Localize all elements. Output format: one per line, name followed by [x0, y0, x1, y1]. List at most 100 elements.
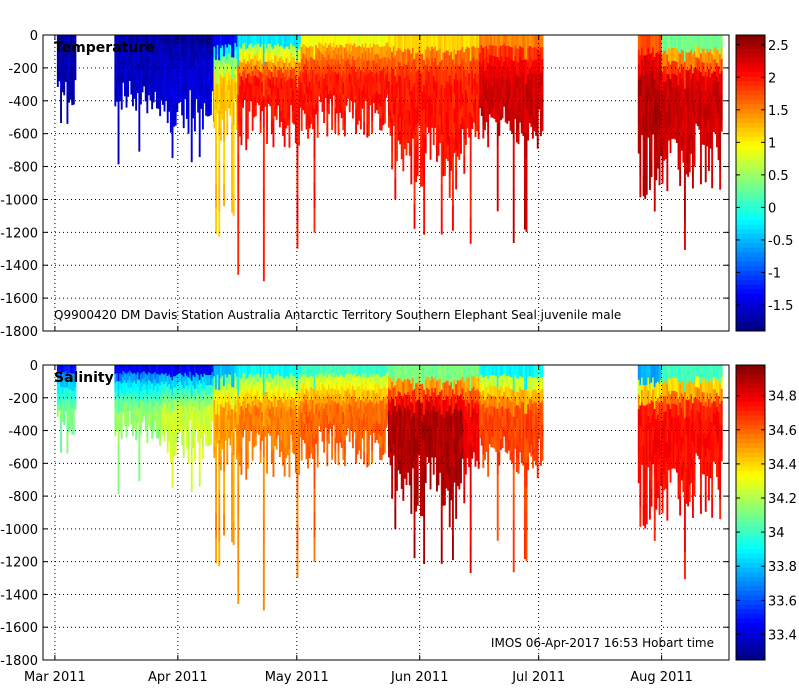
profile-cell: [509, 106, 512, 119]
profile-cell: [400, 97, 403, 113]
profile-cell: [655, 161, 658, 181]
profile-cell: [190, 98, 193, 115]
profile-cell: [130, 57, 133, 65]
profile-cell: [466, 434, 469, 447]
profile-cell: [282, 72, 284, 86]
profile-cell: [374, 103, 377, 114]
profile-cell: [394, 467, 397, 489]
profile-cell: [519, 89, 522, 101]
profile-cell: [342, 70, 345, 83]
profile-cell: [458, 380, 461, 397]
profile-cell: [177, 373, 180, 383]
profile-cell: [323, 35, 326, 47]
profile-cell: [71, 87, 74, 97]
profile-cell: [403, 464, 406, 479]
profile-cell: [190, 428, 193, 445]
profile-cell: [192, 35, 195, 46]
profile-cell: [350, 413, 353, 422]
profile-cell: [237, 365, 240, 396]
profile-cell: [258, 69, 260, 79]
profile-cell: [642, 135, 645, 157]
profile-cell: [410, 53, 413, 73]
profile-cell: [122, 370, 125, 378]
profile-cell: [706, 62, 709, 77]
profile-cell: [411, 99, 414, 113]
profile-cell: [400, 442, 403, 458]
profile-cell: [74, 57, 77, 64]
profile-cell: [294, 418, 297, 433]
profile-cell: [242, 419, 244, 429]
profile-cell: [144, 59, 147, 69]
profile-cell: [288, 434, 291, 450]
profile-cell: [155, 35, 158, 45]
profile-cell: [477, 390, 480, 405]
profile-cell: [440, 59, 443, 86]
profile-cell: [687, 70, 690, 89]
profile-cell: [213, 376, 216, 389]
profile-cell: [277, 426, 280, 436]
profile-cell: [68, 390, 70, 399]
profile-cell: [350, 381, 353, 390]
profile-cell: [445, 411, 448, 427]
profile-cell: [74, 392, 77, 399]
profile-cell: [251, 94, 254, 107]
profile-cell: [514, 365, 517, 376]
profile-cell: [405, 409, 408, 426]
profile-cell: [302, 44, 305, 55]
profile-cell: [261, 35, 264, 45]
profile-cell: [493, 417, 496, 428]
profile-cell: [379, 412, 382, 425]
profile-cell: [274, 65, 276, 76]
profile-cell: [149, 43, 152, 52]
profile-cell: [321, 35, 324, 45]
profile-cell: [216, 64, 219, 75]
profile-cell: [642, 115, 645, 136]
profile-cell: [385, 50, 388, 59]
profile-cell: [415, 145, 418, 164]
profile-cell: [519, 67, 522, 79]
profile-cell: [682, 98, 685, 115]
profile-cell: [197, 102, 200, 113]
profile-cell: [133, 388, 136, 397]
profile-cell: [699, 35, 702, 54]
profile-cell: [474, 390, 477, 404]
profile-cell: [303, 413, 306, 424]
profile-cell: [209, 54, 212, 66]
profile-cell: [259, 35, 262, 48]
profile-cell: [74, 74, 77, 81]
profile-cell: [507, 56, 510, 68]
profile-cell: [198, 395, 201, 411]
profile-cell: [653, 57, 656, 80]
profile-cell: [224, 91, 227, 102]
profile-cell: [211, 83, 214, 92]
profile-cell: [477, 86, 480, 101]
profile-cell: [227, 62, 230, 72]
profile-cell: [712, 119, 715, 132]
profile-cell: [498, 440, 501, 453]
profile-cell: [266, 419, 268, 433]
profile-cell: [173, 103, 176, 116]
profile-cell: [136, 42, 139, 50]
profile-cell: [221, 365, 224, 376]
profile-cell: [168, 384, 171, 394]
profile-cell: [431, 115, 434, 128]
profile-cell: [459, 35, 462, 51]
profile-cell: [157, 90, 160, 100]
profile-cell: [664, 112, 667, 129]
profile-cell: [190, 444, 193, 461]
profile-cell: [285, 399, 288, 412]
profile-cell: [173, 365, 176, 377]
profile-cell: [400, 411, 403, 428]
profile-cell: [416, 365, 419, 383]
profile-cell: [479, 419, 482, 429]
profile-cell: [415, 438, 418, 457]
profile-cell: [58, 365, 61, 372]
profile-cell: [61, 56, 64, 64]
profile-cell: [367, 123, 370, 137]
profile-cell: [364, 414, 367, 423]
profile-cell: [387, 445, 390, 458]
profile-cell: [411, 125, 414, 139]
profile-cell: [701, 75, 704, 90]
profile-cell: [227, 419, 230, 430]
profile-cell: [653, 189, 656, 212]
